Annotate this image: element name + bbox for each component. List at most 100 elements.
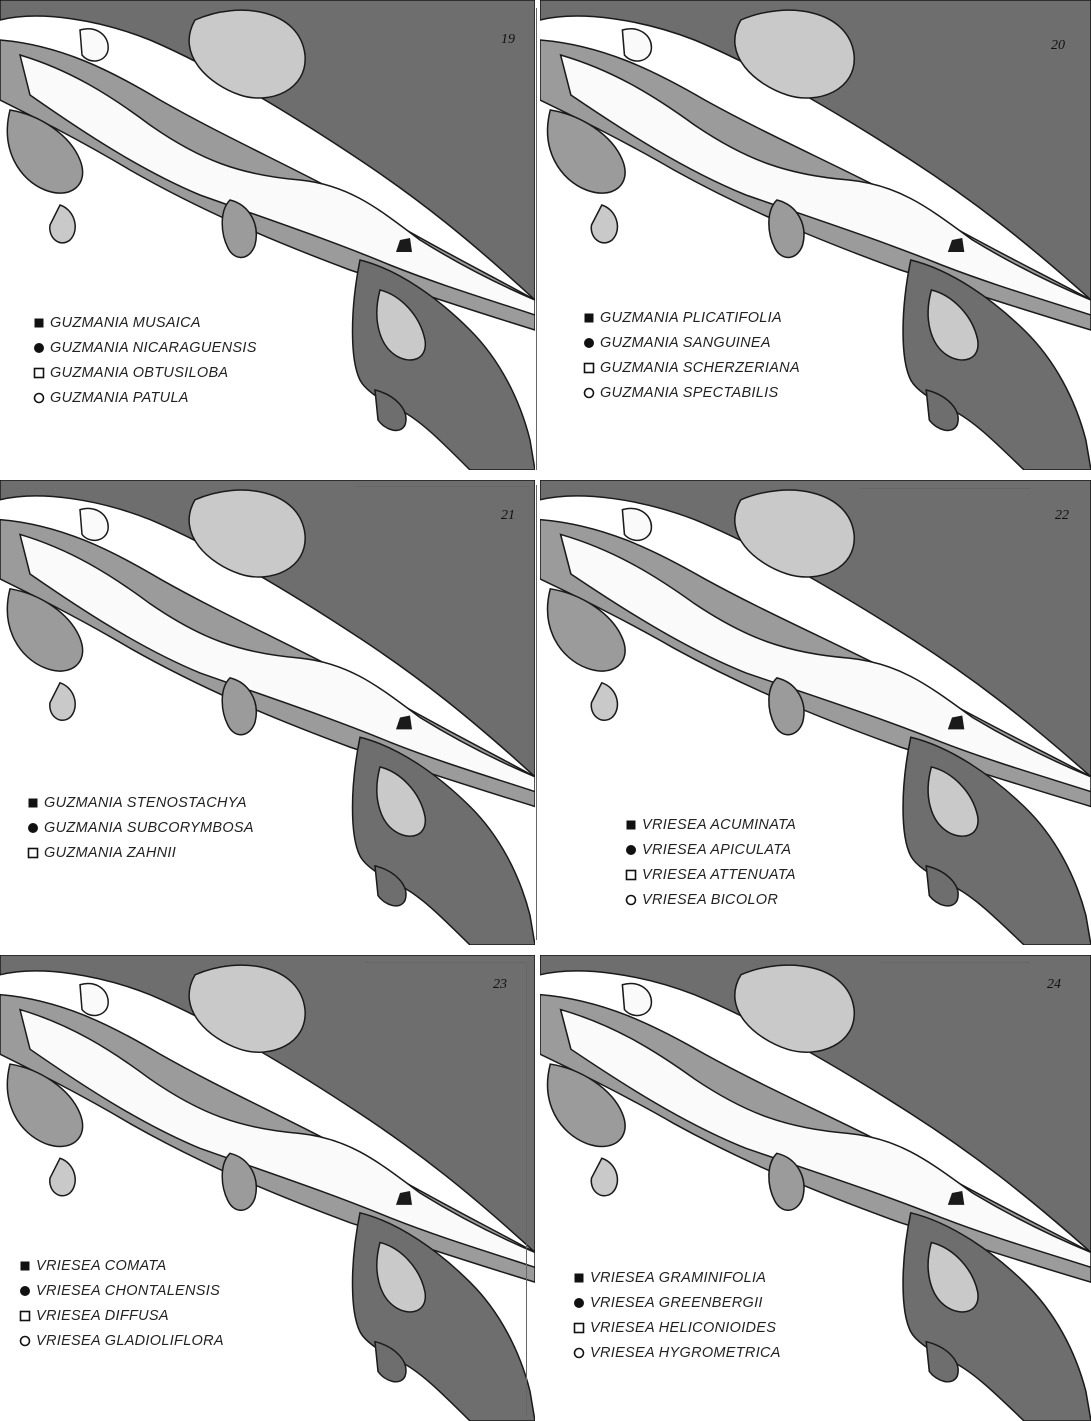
legend-item: VRIESEA COMATA [14,1253,224,1278]
map-panel-22: 22 VRIESEA ACUMINATA VRIESEA APICULATA V… [540,480,1091,945]
panel-number: 21 [501,508,515,523]
legend-item: GUZMANIA SUBCORYMBOSA [22,815,254,840]
filled-circle-symbol-icon [568,1297,590,1309]
legend-item: GUZMANIA SPECTABILIS [578,380,800,405]
panel-number: 22 [1055,508,1069,523]
costa-rica-map [0,955,535,1421]
legend-item: VRIESEA CHONTALENSIS [14,1278,224,1303]
panel-number: 24 [1047,977,1061,992]
legend: GUZMANIA STENOSTACHYA GUZMANIA SUBCORYMB… [22,790,254,865]
legend-item: VRIESEA APICULATA [620,837,796,862]
species-label: GUZMANIA PLICATIFOLIA [600,309,782,326]
species-label: GUZMANIA MUSAICA [50,314,201,331]
open-square-symbol-icon [28,367,50,379]
legend-item: GUZMANIA SANGUINEA [578,330,800,355]
legend-item: GUZMANIA STENOSTACHYA [22,790,254,815]
filled-circle-symbol-icon [14,1285,36,1297]
open-circle-symbol-icon [28,392,50,404]
legend-item: VRIESEA GREENBERGII [568,1290,781,1315]
species-label: VRIESEA BICOLOR [642,891,779,908]
costa-rica-map [540,955,1091,1421]
open-circle-symbol-icon [620,894,642,906]
species-label: GUZMANIA STENOSTACHYA [44,794,247,811]
open-circle-symbol-icon [578,387,600,399]
species-label: GUZMANIA ZAHNII [44,844,177,861]
filled-square-symbol-icon [578,312,600,324]
legend: VRIESEA GRAMINIFOLIA VRIESEA GREENBERGII… [568,1265,781,1365]
species-label: VRIESEA GLADIOLIFLORA [36,1332,224,1349]
legend: GUZMANIA MUSAICA GUZMANIA NICARAGUENSIS … [28,310,257,410]
legend-item: GUZMANIA OBTUSILOBA [28,360,257,385]
species-label: VRIESEA COMATA [36,1257,167,1274]
filled-square-symbol-icon [568,1272,590,1284]
species-label: VRIESEA ACUMINATA [642,816,797,833]
species-label: VRIESEA APICULATA [642,841,792,858]
open-square-symbol-icon [568,1322,590,1334]
costa-rica-map [0,480,535,945]
open-square-symbol-icon [620,869,642,881]
species-label: VRIESEA HYGROMETRICA [590,1344,781,1361]
legend-item: GUZMANIA SCHERZERIANA [578,355,800,380]
filled-square-symbol-icon [14,1260,36,1272]
legend: VRIESEA ACUMINATA VRIESEA APICULATA VRIE… [620,812,796,912]
species-label: GUZMANIA SCHERZERIANA [600,359,800,376]
filled-circle-symbol-icon [22,822,44,834]
legend-item: VRIESEA HYGROMETRICA [568,1340,781,1365]
open-square-symbol-icon [578,362,600,374]
species-label: GUZMANIA PATULA [50,389,189,406]
legend-item: VRIESEA ACUMINATA [620,812,796,837]
horizontal-divider [355,486,530,487]
vertical-divider [526,962,527,1417]
costa-rica-map [0,0,535,470]
legend-item: VRIESEA ATTENUATA [620,862,796,887]
open-square-symbol-icon [22,847,44,859]
legend-item: VRIESEA GRAMINIFOLIA [568,1265,781,1290]
legend-item: GUZMANIA NICARAGUENSIS [28,335,257,360]
filled-circle-symbol-icon [28,342,50,354]
filled-square-symbol-icon [620,819,642,831]
open-circle-symbol-icon [14,1335,36,1347]
species-label: VRIESEA ATTENUATA [642,866,796,883]
map-panel-20: 20 GUZMANIA PLICATIFOLIA GUZMANIA SANGUI… [540,0,1091,470]
species-label: VRIESEA GRAMINIFOLIA [590,1269,767,1286]
species-label: GUZMANIA SUBCORYMBOSA [44,819,254,836]
horizontal-divider [860,488,1030,489]
filled-circle-symbol-icon [620,844,642,856]
panel-number: 23 [493,977,507,992]
horizontal-divider [880,962,1030,963]
panel-number: 19 [501,32,515,47]
legend-item: VRIESEA GLADIOLIFLORA [14,1328,224,1353]
species-label: GUZMANIA NICARAGUENSIS [50,339,257,356]
legend-item: GUZMANIA PLICATIFOLIA [578,305,800,330]
legend-item: GUZMANIA PATULA [28,385,257,410]
filled-square-symbol-icon [22,797,44,809]
horizontal-divider [365,962,525,963]
open-square-symbol-icon [14,1310,36,1322]
legend-item: VRIESEA HELICONIOIDES [568,1315,781,1340]
map-panel-24: 24 VRIESEA GRAMINIFOLIA VRIESEA GREENBER… [540,955,1091,1421]
vertical-divider [536,8,537,470]
species-label: VRIESEA DIFFUSA [36,1307,169,1324]
costa-rica-map [540,480,1091,945]
map-panel-19: 19 GUZMANIA MUSAICA GUZMANIA NICARAGUENS… [0,0,535,470]
species-label: GUZMANIA OBTUSILOBA [50,364,229,381]
map-panel-23: 23 VRIESEA COMATA VRIESEA CHONTALENSIS V… [0,955,535,1421]
legend: GUZMANIA PLICATIFOLIA GUZMANIA SANGUINEA… [578,305,800,405]
panel-number: 20 [1051,38,1065,53]
open-circle-symbol-icon [568,1347,590,1359]
map-panel-21: 21 GUZMANIA STENOSTACHYA GUZMANIA SUBCOR… [0,480,535,945]
species-label: GUZMANIA SANGUINEA [600,334,771,351]
species-label: VRIESEA HELICONIOIDES [590,1319,777,1336]
legend-item: VRIESEA BICOLOR [620,887,796,912]
legend: VRIESEA COMATA VRIESEA CHONTALENSIS VRIE… [14,1253,224,1353]
species-label: GUZMANIA SPECTABILIS [600,384,779,401]
costa-rica-map [540,0,1091,470]
legend-item: GUZMANIA MUSAICA [28,310,257,335]
legend-item: VRIESEA DIFFUSA [14,1303,224,1328]
vertical-divider [536,485,537,940]
filled-circle-symbol-icon [578,337,600,349]
species-label: VRIESEA CHONTALENSIS [36,1282,221,1299]
species-label: VRIESEA GREENBERGII [590,1294,763,1311]
legend-item: GUZMANIA ZAHNII [22,840,254,865]
filled-square-symbol-icon [28,317,50,329]
